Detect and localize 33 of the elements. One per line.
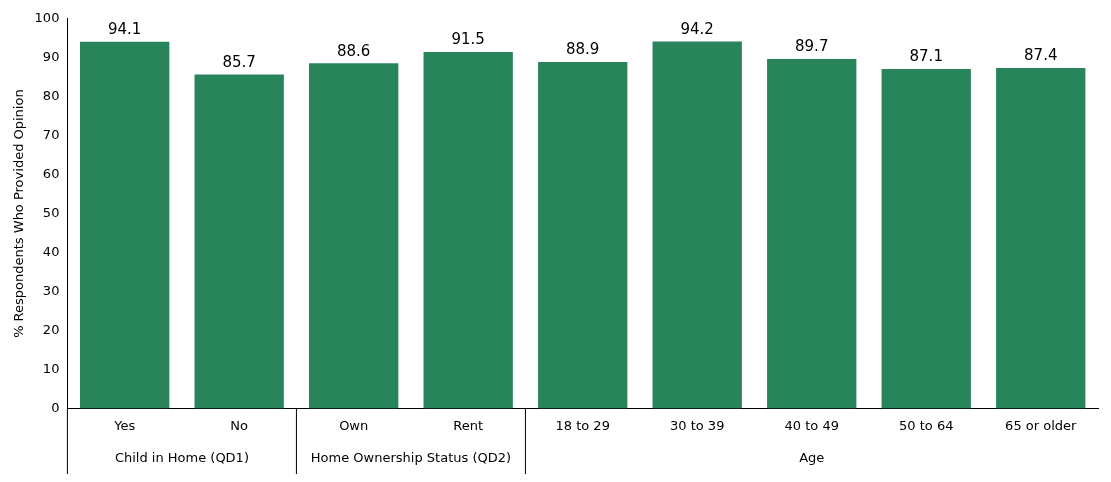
data-label: 87.1 (909, 47, 943, 66)
data-label: 91.5 (451, 30, 485, 49)
x-tick-label: 50 to 64 (899, 417, 954, 433)
x-tick-label: Yes (113, 417, 136, 433)
data-label: 88.9 (566, 40, 600, 59)
y-tick-label: 20 (42, 321, 60, 337)
x-tick-label: Rent (453, 417, 484, 433)
y-tick-label: 30 (42, 282, 60, 298)
y-tick-label: 80 (42, 88, 60, 104)
y-tick-label: 50 (42, 204, 60, 220)
data-label: 88.6 (336, 41, 371, 60)
y-tick-label: 100 (34, 10, 60, 26)
text: Home Ownership Status (QD2) (310, 449, 512, 465)
y-tick-label: 60 (42, 166, 60, 182)
y-tick-label: 90 (42, 49, 60, 65)
text: Child in Home (QD1) (114, 449, 249, 465)
y-tick-label: 10 (42, 360, 60, 376)
y-tick-label: 40 (42, 243, 60, 259)
y-tick-label: 0 (51, 399, 60, 415)
x-tick-label: 40 to 49 (784, 417, 839, 433)
data-label: 89.7 (795, 37, 829, 56)
data-label: 87.4 (1024, 46, 1058, 65)
data-label: 94.1 (107, 20, 142, 39)
data-label: 94.2 (680, 19, 714, 38)
x-tick-label: 30 to 39 (670, 417, 725, 433)
x-tick-label: 65 or older (1005, 417, 1078, 433)
y-axis-title: % Respondents Who Provided Opinion (11, 89, 27, 338)
x-tick-label: Own (339, 417, 369, 433)
data-label: 85.7 (222, 52, 256, 71)
x-tick-label: No (230, 417, 249, 433)
text: Age (799, 449, 825, 465)
x-tick-label: 18 to 29 (555, 417, 610, 433)
y-tick-label: 70 (42, 127, 60, 143)
